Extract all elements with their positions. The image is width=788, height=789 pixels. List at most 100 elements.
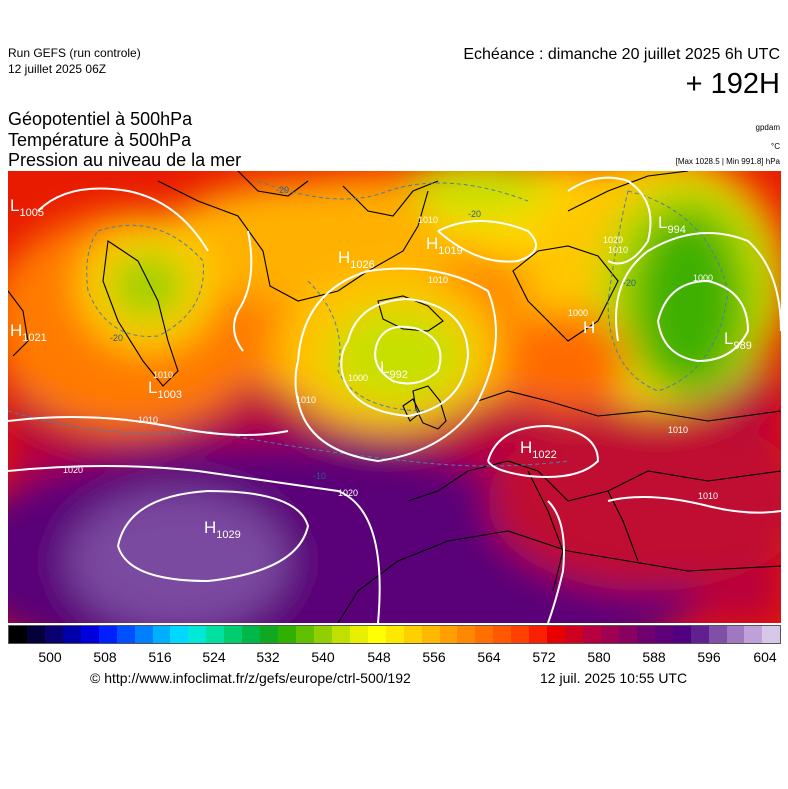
isobar-label: 1010 xyxy=(698,491,718,501)
coastlines xyxy=(8,171,781,623)
forecast-validity: Echéance : dimanche 20 juillet 2025 6h U… xyxy=(463,46,780,63)
color-scale-cell xyxy=(762,626,781,643)
isotherm-label: -20 xyxy=(110,333,123,343)
color-scale-tick-label: 516 xyxy=(148,649,172,665)
isobar-label: 1020 xyxy=(338,488,358,498)
color-scale-cell xyxy=(618,626,637,643)
color-scale-cell xyxy=(583,626,601,643)
pressure-max-min: [Max 1028.5 | Min 991.8] hPa xyxy=(675,157,780,166)
run-date: 12 juillet 2025 06Z xyxy=(8,62,107,76)
isobar-label: 1000 xyxy=(568,308,588,318)
color-scale-cell xyxy=(349,626,368,643)
color-scale-cell xyxy=(278,626,296,643)
color-scale-cell xyxy=(206,626,225,643)
low-pressure-center: L994 xyxy=(658,213,686,236)
unit-geopotential: gpdam xyxy=(755,123,780,132)
color-scale-cell xyxy=(62,626,81,643)
run-title: Run GEFS (run controle) xyxy=(8,46,141,60)
isobar-label: 1020 xyxy=(603,235,623,245)
color-scale-cell xyxy=(224,626,243,643)
isobar-label: 1000 xyxy=(693,273,713,283)
color-scale-tick-label: 548 xyxy=(367,649,391,665)
color-scale-cell xyxy=(744,626,763,643)
high-pressure-center: H1029 xyxy=(204,518,241,541)
isobar-label: 1010 xyxy=(153,370,173,380)
color-scale-cell xyxy=(260,626,279,643)
isobars xyxy=(8,176,781,623)
isobar-label: 1010 xyxy=(138,415,158,425)
color-scale-cell xyxy=(439,626,458,643)
color-scale-cell xyxy=(331,626,350,643)
field-temperature: Température à 500hPa xyxy=(8,130,192,150)
color-scale-cell xyxy=(726,626,745,643)
isobar-label: 1010 xyxy=(428,275,448,285)
source-url: © http://www.infoclimat.fr/z/gefs/europe… xyxy=(90,670,411,686)
color-scale-tick-label: 524 xyxy=(202,649,226,665)
color-scale-tick-label: 540 xyxy=(311,649,335,665)
low-pressure-center: L989 xyxy=(724,329,752,352)
isotherm-label: -10 xyxy=(313,471,326,481)
isobar-label: 1020 xyxy=(63,465,83,475)
color-scale-cell xyxy=(403,626,422,643)
color-scale-cell xyxy=(565,626,583,643)
color-scale-cell xyxy=(170,626,189,643)
pressure-center-labels: L1005H1021L1003H1026H1019L992L994L989H10… xyxy=(10,185,752,541)
color-scale-tick-label: 572 xyxy=(532,649,556,665)
isotherm-label: -20 xyxy=(623,278,636,288)
high-pressure-center: H1022 xyxy=(520,438,557,461)
color-scale-tick-label: 580 xyxy=(587,649,611,665)
color-scale-cell xyxy=(385,626,404,643)
update-time: 12 juil. 2025 10:55 UTC xyxy=(540,670,688,686)
isotherms xyxy=(8,180,729,467)
color-scale-cell xyxy=(600,626,619,643)
color-scale-tick-label: 556 xyxy=(422,649,446,665)
color-scale-cell xyxy=(296,626,314,643)
high-pressure-center: H1026 xyxy=(338,248,375,271)
color-scale-cell xyxy=(80,626,99,643)
color-scale-cell xyxy=(475,626,494,643)
color-scale-cell xyxy=(98,626,117,643)
color-scale-cell xyxy=(654,626,673,643)
field-geopotential: Géopotentiel à 500hPa xyxy=(8,109,193,129)
color-scale-cell xyxy=(421,626,440,643)
color-scale-tick-label: 564 xyxy=(477,649,501,665)
color-scale-cell xyxy=(188,626,207,643)
color-scale-cell xyxy=(672,626,691,643)
isobar-label: 1010 xyxy=(418,215,438,225)
color-scale-cell xyxy=(457,626,476,643)
color-scale-tick-label: 588 xyxy=(642,649,666,665)
low-pressure-center: L1003 xyxy=(148,378,182,401)
weather-map: L1005H1021L1003H1026H1019L992L994L989H10… xyxy=(8,171,781,623)
color-scale-cell xyxy=(690,626,709,643)
color-scale-cell xyxy=(636,626,655,643)
color-scale-cell xyxy=(152,626,171,643)
color-scale-cell xyxy=(44,626,63,643)
high-pressure-center: H1021 xyxy=(10,321,47,344)
high-pressure-center: H1019 xyxy=(426,234,463,257)
color-scale-tick-label: 596 xyxy=(697,649,721,665)
color-scale-cell xyxy=(547,626,566,643)
isobar-label: 1000 xyxy=(348,373,368,383)
color-scale-cell xyxy=(367,626,386,643)
color-scale-cell xyxy=(116,626,135,643)
isobar-label: 1010 xyxy=(296,395,316,405)
isotherm-label: -20 xyxy=(468,209,481,219)
color-scale-cell xyxy=(26,626,45,643)
color-scale-tick-label: 532 xyxy=(256,649,280,665)
color-scale-cell xyxy=(242,626,261,643)
color-scale-cell xyxy=(134,626,153,643)
isobar-label: 1010 xyxy=(608,245,628,255)
color-scale-tick-label: 604 xyxy=(753,649,777,665)
geopotential-field xyxy=(8,171,781,623)
field-sea-level-pressure: Pression au niveau de la mer xyxy=(8,150,242,170)
unit-temperature: °C xyxy=(771,142,780,151)
color-scale-bar xyxy=(8,625,781,644)
color-scale-cell xyxy=(708,626,727,643)
low-pressure-center: L1005 xyxy=(10,196,44,219)
color-scale-cell xyxy=(493,626,512,643)
color-scale-cell xyxy=(9,626,27,643)
color-scale-cell xyxy=(529,626,548,643)
high-pressure-center: H xyxy=(583,318,595,337)
color-scale-tick-label: 500 xyxy=(38,649,62,665)
color-scale-cell xyxy=(511,626,530,643)
